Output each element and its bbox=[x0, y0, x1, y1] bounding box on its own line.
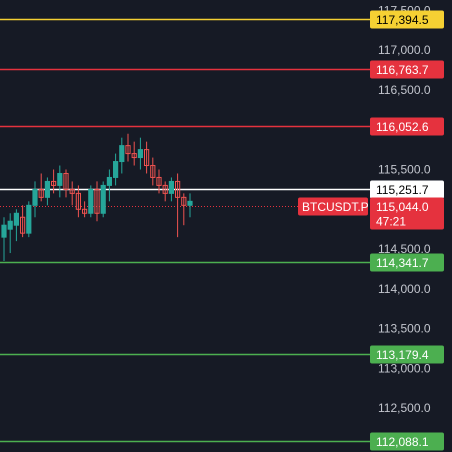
price-level-value: 113,179.4 bbox=[376, 348, 429, 362]
candle bbox=[156, 169, 162, 194]
candle-countdown: 47:21 bbox=[376, 215, 406, 229]
price-level-value: 115,251.7 bbox=[376, 183, 429, 197]
price-level-value: 116,052.6 bbox=[376, 120, 429, 134]
price-level-value: 116,763.7 bbox=[376, 63, 429, 77]
price-axis[interactable]: 117,500.0117,000.0116,500.0115,500.0114,… bbox=[378, 3, 431, 415]
axis-tick-label: 114,500.0 bbox=[378, 242, 431, 256]
candle bbox=[100, 181, 106, 218]
price-level-label: 114,341.7 bbox=[370, 253, 444, 272]
candle bbox=[13, 209, 19, 242]
candle bbox=[75, 185, 82, 218]
price-level-label: 113,179.4 bbox=[370, 345, 444, 364]
price-level-value: 114,341.7 bbox=[376, 256, 429, 270]
candle bbox=[32, 181, 38, 218]
candle bbox=[137, 137, 144, 170]
price-level-label: 112,088.1 bbox=[370, 432, 444, 451]
candle bbox=[181, 193, 187, 226]
current-price-badge: BTCUSDT.P 115,044.047:21 bbox=[298, 197, 444, 230]
candle bbox=[119, 137, 125, 174]
price-level-value: 117,394.5 bbox=[376, 13, 429, 27]
candle bbox=[7, 213, 13, 254]
candle bbox=[175, 173, 181, 238]
candle bbox=[125, 133, 131, 162]
price-labels: 117,394.5 116,763.7 116,052.6 115,251.7 114,… bbox=[298, 10, 444, 451]
candle bbox=[187, 193, 193, 218]
axis-tick-label: 114,000.0 bbox=[378, 282, 431, 296]
price-level-label: 117,394.5 bbox=[370, 10, 444, 29]
candle bbox=[150, 157, 156, 186]
candle bbox=[131, 141, 137, 166]
axis-tick-label: 116,500.0 bbox=[378, 83, 431, 97]
axis-tick-label: 113,000.0 bbox=[378, 361, 431, 375]
axis-tick-label: 117,000.0 bbox=[378, 43, 431, 57]
candle bbox=[69, 181, 75, 206]
candle bbox=[44, 177, 50, 206]
current-price-value: 115,044.0 bbox=[376, 200, 429, 214]
candle bbox=[63, 169, 69, 198]
candle bbox=[26, 201, 32, 238]
price-level-label: 116,052.6 bbox=[370, 117, 444, 136]
price-level-value: 112,088.1 bbox=[376, 435, 429, 449]
axis-tick-label: 115,500.0 bbox=[378, 163, 431, 177]
candle bbox=[51, 169, 57, 194]
candle bbox=[94, 181, 100, 222]
candle bbox=[1, 217, 7, 262]
candle bbox=[144, 141, 150, 174]
candle bbox=[20, 205, 26, 238]
price-level-label: 116,763.7 bbox=[370, 60, 444, 79]
symbol-label: BTCUSDT.P bbox=[302, 200, 369, 214]
candle bbox=[82, 201, 88, 218]
candle bbox=[106, 169, 113, 202]
price-level-label: 115,251.7 bbox=[370, 180, 444, 199]
candle bbox=[57, 165, 63, 198]
candles bbox=[1, 133, 193, 262]
candle bbox=[38, 173, 44, 202]
axis-tick-label: 112,500.0 bbox=[378, 401, 431, 415]
candle bbox=[88, 185, 94, 218]
candle bbox=[162, 181, 168, 202]
candle bbox=[168, 177, 175, 202]
candle bbox=[113, 153, 119, 186]
axis-tick-label: 113,500.0 bbox=[378, 322, 431, 336]
